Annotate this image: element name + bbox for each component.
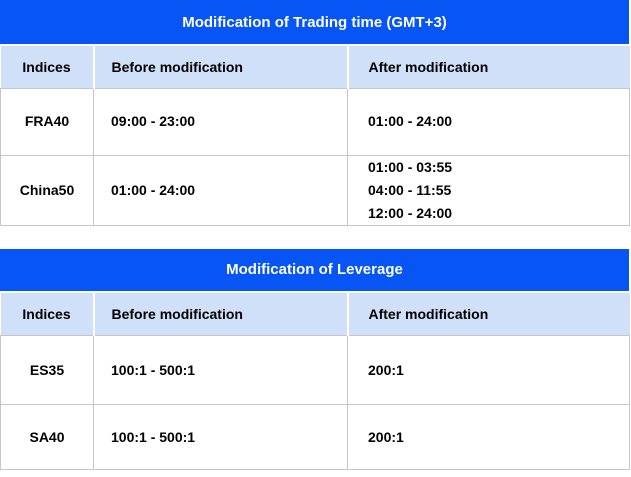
trading-time-table-title: Modification of Trading time (GMT+3): [0, 0, 629, 46]
cell-after: 01:00 - 03:55 04:00 - 11:55 12:00 - 24:0…: [347, 154, 630, 226]
cell-index: ES35: [0, 335, 94, 405]
column-header-indices: Indices: [0, 46, 94, 89]
cell-after: 01:00 - 24:00: [347, 87, 630, 156]
leverage-table-title: Modification of Leverage: [0, 248, 629, 293]
cell-before: 100:1 - 500:1: [93, 335, 348, 405]
table-row-fra40: FRA40 09:00 - 23:00 01:00 - 24:00: [0, 87, 630, 156]
cell-after: 200:1: [347, 404, 630, 470]
cell-index: SA40: [0, 404, 94, 470]
trading-time-table: Modification of Trading time (GMT+3) Ind…: [0, 0, 630, 226]
cell-index: FRA40: [0, 87, 94, 156]
column-header-after: After modification: [346, 292, 630, 336]
cell-after: 200:1: [347, 335, 630, 405]
leverage-table: Modification of Leverage Indices Before …: [0, 248, 630, 470]
header-row: Indices Before modification After modifi…: [0, 292, 630, 336]
leverage-grid: Indices Before modification After modifi…: [0, 292, 630, 470]
trading-time-grid: Indices Before modification After modifi…: [0, 46, 630, 226]
table-row-es35: ES35 100:1 - 500:1 200:1: [0, 335, 630, 405]
section-gap: [0, 225, 631, 249]
cell-index: China50: [0, 154, 94, 226]
column-header-after: After modification: [346, 46, 630, 89]
header-row: Indices Before modification After modifi…: [0, 46, 630, 89]
cell-before: 09:00 - 23:00: [93, 87, 348, 156]
table-row-sa40: SA40 100:1 - 500:1 200:1: [0, 404, 630, 470]
column-header-indices: Indices: [0, 292, 94, 336]
column-header-before: Before modification: [92, 46, 348, 89]
cell-before: 01:00 - 24:00: [93, 154, 348, 226]
cell-before: 100:1 - 500:1: [93, 404, 348, 470]
table-row-china50: China50 01:00 - 24:00 01:00 - 03:55 04:0…: [0, 154, 630, 226]
column-header-before: Before modification: [92, 292, 348, 336]
